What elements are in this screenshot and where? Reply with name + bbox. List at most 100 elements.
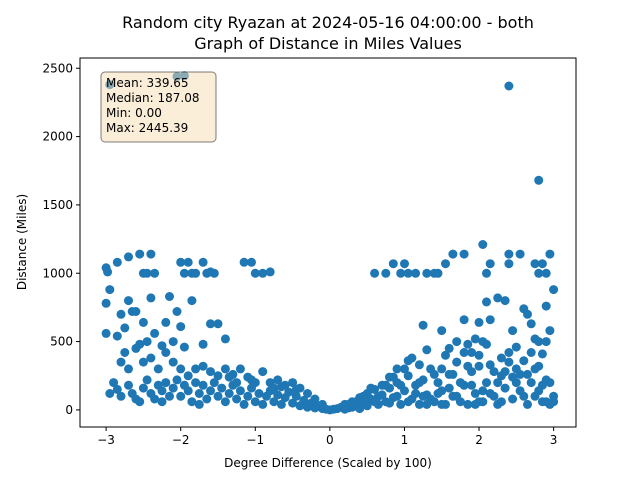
data-point xyxy=(455,378,465,388)
y-tick-label: 2500 xyxy=(42,61,73,75)
data-point xyxy=(482,378,491,388)
data-point xyxy=(396,380,406,390)
x-tick-label: 1 xyxy=(401,433,409,447)
data-point xyxy=(541,301,551,311)
data-point xyxy=(198,339,208,349)
data-point xyxy=(474,317,484,327)
data-point xyxy=(213,319,223,329)
data-point xyxy=(545,378,555,388)
data-point xyxy=(198,380,208,390)
data-point xyxy=(213,371,223,381)
data-point xyxy=(206,267,215,277)
data-point xyxy=(146,293,156,303)
data-point xyxy=(183,386,193,396)
data-point xyxy=(288,378,298,388)
data-point xyxy=(381,268,391,278)
data-point xyxy=(105,389,115,398)
stats-min: Min: 0.00 xyxy=(106,106,162,120)
chart-title-line-2: Graph of Distance in Miles Values xyxy=(194,34,462,53)
data-point xyxy=(250,397,260,407)
y-tick-label: 500 xyxy=(50,335,73,349)
data-point xyxy=(470,399,480,409)
x-tick-label: −2 xyxy=(172,433,190,447)
data-point xyxy=(523,369,532,379)
data-point xyxy=(441,259,450,269)
data-point xyxy=(172,307,182,316)
data-point xyxy=(150,394,160,404)
data-point xyxy=(467,380,477,390)
data-point xyxy=(138,357,148,367)
data-point xyxy=(496,353,506,363)
data-point xyxy=(179,342,189,352)
stats-max: Max: 2445.39 xyxy=(106,121,188,135)
data-point xyxy=(485,360,495,370)
data-point xyxy=(150,328,160,338)
data-point xyxy=(247,257,256,267)
data-point xyxy=(426,394,436,404)
data-point xyxy=(508,394,518,404)
data-point xyxy=(411,268,421,278)
data-point xyxy=(206,319,215,329)
data-point xyxy=(105,285,115,295)
y-tick-label: 1000 xyxy=(42,266,73,280)
data-point xyxy=(545,326,555,336)
data-point xyxy=(109,378,119,388)
data-point xyxy=(370,268,380,278)
data-point xyxy=(150,268,160,278)
y-tick-label: 2000 xyxy=(42,130,73,144)
data-point xyxy=(206,386,215,396)
data-point xyxy=(403,371,413,381)
data-point xyxy=(112,257,122,267)
data-point xyxy=(519,391,529,401)
data-point xyxy=(485,259,495,269)
data-points xyxy=(101,71,559,415)
outlier-point xyxy=(504,81,514,91)
data-point xyxy=(385,372,394,382)
data-point xyxy=(474,350,484,360)
x-tick-label: 2 xyxy=(475,433,483,447)
data-point xyxy=(191,378,201,388)
data-point xyxy=(138,383,148,393)
x-tick-label: −3 xyxy=(97,433,115,447)
data-point xyxy=(288,398,298,408)
stats-box-background xyxy=(100,71,217,143)
data-point xyxy=(392,391,402,401)
data-point xyxy=(206,367,215,377)
data-point xyxy=(172,375,182,385)
data-point xyxy=(269,397,279,407)
y-axis-ticks: 0 500 1000 1500 2000 2500 xyxy=(42,61,80,417)
data-point xyxy=(146,249,156,259)
data-point xyxy=(504,249,514,259)
data-point xyxy=(418,320,428,330)
data-point xyxy=(168,357,178,367)
data-point xyxy=(120,348,130,357)
data-point xyxy=(500,367,510,377)
x-tick-label: 3 xyxy=(550,433,558,447)
data-point xyxy=(549,397,559,407)
stats-mean: Mean: 339.65 xyxy=(106,76,189,90)
data-point xyxy=(459,348,469,357)
data-point xyxy=(437,326,447,336)
data-point xyxy=(504,357,514,367)
data-point xyxy=(142,268,152,278)
data-point xyxy=(101,298,111,308)
data-point xyxy=(202,394,212,404)
data-point xyxy=(239,399,249,409)
data-point xyxy=(168,383,178,393)
data-point xyxy=(153,364,163,374)
data-point xyxy=(392,364,402,374)
data-point xyxy=(485,389,495,398)
data-point xyxy=(463,339,473,349)
data-point xyxy=(523,399,532,409)
data-point xyxy=(284,387,294,397)
data-point xyxy=(523,309,532,319)
x-tick-label: −1 xyxy=(246,433,264,447)
data-point xyxy=(478,386,488,396)
data-point xyxy=(291,391,301,401)
data-point xyxy=(135,249,145,259)
data-point xyxy=(526,378,536,388)
data-point xyxy=(142,337,152,347)
data-point xyxy=(500,296,510,306)
data-point xyxy=(161,348,171,357)
